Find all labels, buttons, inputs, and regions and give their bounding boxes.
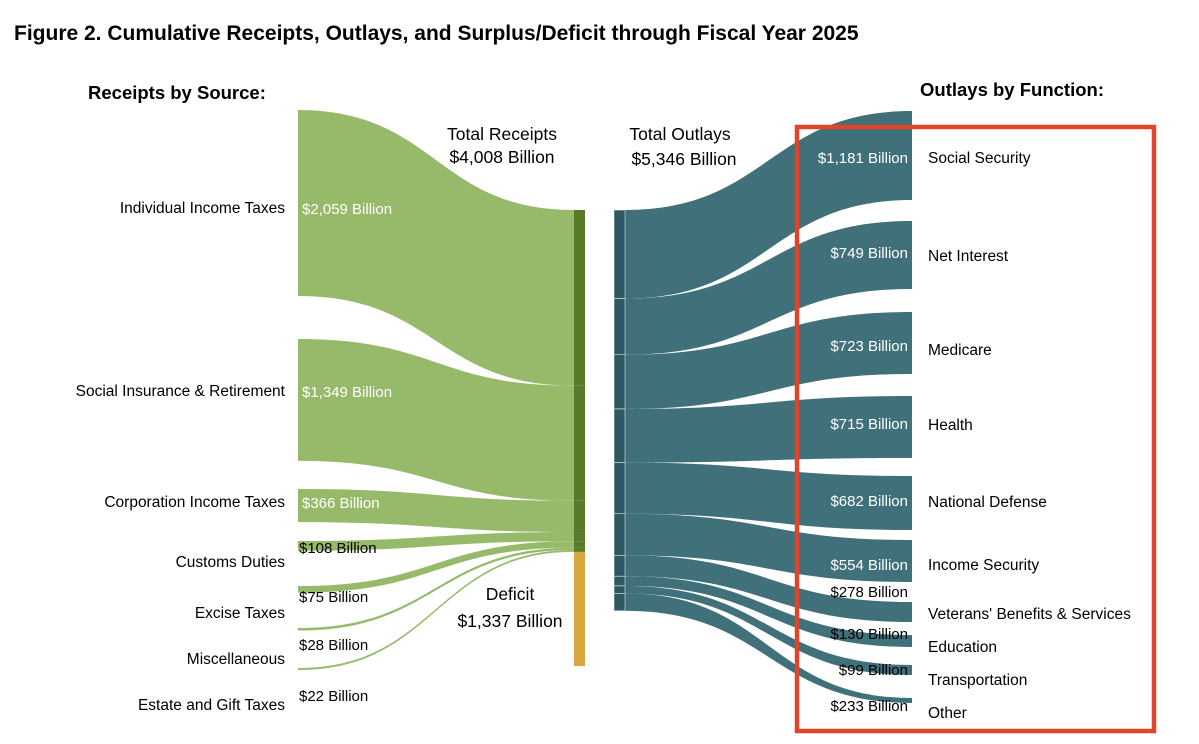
receipt-value-label: $28 Billion	[299, 637, 368, 654]
outlay-category-label: Net Interest	[928, 248, 1009, 265]
outlay-value-label: $130 Billion	[830, 626, 908, 643]
receipt-flow-miscellaneous	[298, 547, 574, 631]
outlay-value-label: $233 Billion	[830, 698, 908, 715]
total-receipts-value: $4,008 Billion	[449, 147, 554, 167]
bars-layer	[574, 209, 626, 667]
receipt-bar-segment-miscellaneous	[574, 547, 585, 551]
receipt-bar-segment-corporation-income-taxes	[574, 500, 585, 533]
outlay-bar-segment-net-interest	[613, 298, 626, 356]
receipt-flow-estate-and-gift-taxes	[298, 550, 574, 670]
outlay-category-label: Health	[928, 417, 973, 434]
receipt-category-label: Miscellaneous	[187, 651, 285, 668]
outlay-flow-other	[625, 593, 912, 703]
outlay-value-label: $1,181 Billion	[818, 150, 908, 167]
outlay-category-label: Education	[928, 639, 997, 656]
outlay-value-label: $723 Billion	[830, 338, 908, 355]
outlays-heading: Outlays by Function:	[920, 79, 1104, 100]
outlay-flow-health	[625, 396, 912, 463]
outlay-bar-segment-national-defense	[613, 462, 626, 515]
outlay-bar-segment-education	[613, 575, 626, 587]
outlay-bar-segment-medicare	[613, 354, 626, 410]
outlay-flow-net-interest	[625, 221, 912, 355]
outlay-bar-segment-veterans-benefits-and-services	[613, 555, 626, 577]
outlay-category-label: Medicare	[928, 342, 992, 359]
outlay-category-label: National Defense	[928, 494, 1047, 511]
receipt-category-label: Corporation Income Taxes	[104, 494, 285, 511]
outlay-bar-segment-other	[613, 593, 626, 612]
total-receipts-label: Total Receipts	[447, 124, 557, 144]
receipt-bar-segment-excise-taxes	[574, 541, 585, 548]
outlay-flow-income-security	[625, 513, 912, 582]
chart-title: Figure 2. Cumulative Receipts, Outlays, …	[14, 22, 859, 45]
receipt-category-label: Social Insurance & Retirement	[76, 383, 286, 400]
outlay-flow-social-security	[625, 111, 912, 299]
outlay-category-label: Transportation	[928, 672, 1027, 689]
receipt-category-label: Estate and Gift Taxes	[138, 697, 285, 714]
receipt-flow-excise-taxes	[298, 541, 574, 593]
outlay-value-label: $278 Billion	[830, 584, 908, 601]
deficit-bar	[574, 552, 585, 667]
receipt-value-label: $108 Billion	[299, 540, 377, 557]
receipt-value-label: $2,059 Billion	[302, 201, 392, 218]
outlay-flow-national-defense	[625, 462, 912, 530]
outlay-flow-medicare	[625, 312, 912, 409]
receipt-value-label: $22 Billion	[299, 688, 368, 705]
receipt-value-label: $1,349 Billion	[302, 384, 392, 401]
deficit-value: $1,337 Billion	[457, 611, 562, 631]
receipt-value-label: $75 Billion	[299, 589, 368, 606]
receipt-flow-individual-income-taxes	[298, 110, 574, 386]
labels-layer: Individual Income Taxes $2,059 Billion Soc…	[76, 150, 1131, 722]
outlay-category-label: Veterans' Benefits & Services	[928, 606, 1131, 623]
outlay-value-label: $749 Billion	[830, 245, 908, 262]
receipt-category-label: Individual Income Taxes	[120, 200, 285, 217]
outlay-bar-segment-health	[613, 408, 626, 463]
outlay-value-label: $554 Billion	[830, 557, 908, 574]
outlay-value-label: $682 Billion	[830, 493, 908, 510]
receipt-flow-corporation-income-taxes	[298, 489, 574, 533]
outlay-flow-education	[625, 576, 912, 647]
outlay-bar-segment-social-security	[613, 209, 626, 299]
receipt-value-label: $366 Billion	[302, 495, 380, 512]
receipt-category-label: Customs Duties	[176, 554, 286, 571]
total-outlays-label: Total Outlays	[629, 124, 730, 144]
outlay-value-label: $99 Billion	[839, 662, 908, 679]
flows-layer	[298, 110, 912, 703]
highlight-box	[794, 124, 1157, 734]
outlay-flow-transportation	[625, 585, 912, 675]
outlay-category-label: Social Security	[928, 150, 1031, 167]
outlay-flow-veterans-benefits-and-services	[625, 555, 912, 622]
outlay-bar-segment-transportation	[613, 585, 626, 594]
receipt-bar-segment-estate-and-gift-taxes	[574, 550, 585, 552]
receipt-flow-social-insurance-and-retirement	[298, 339, 574, 501]
receipts-heading: Receipts by Source:	[88, 82, 266, 103]
receipt-flow-customs-duties	[298, 532, 574, 551]
deficit-label: Deficit	[486, 584, 535, 604]
total-outlays-value: $5,346 Billion	[631, 149, 736, 169]
outlay-bar-segment-income-security	[613, 513, 626, 556]
receipt-bar-segment-social-insurance-and-retirement	[574, 385, 585, 501]
outlay-category-label: Other	[928, 705, 967, 722]
receipt-bar-segment-customs-duties	[574, 532, 585, 542]
outlay-value-label: $715 Billion	[830, 416, 908, 433]
receipt-bar-segment-individual-income-taxes	[574, 210, 585, 386]
receipt-category-label: Excise Taxes	[195, 605, 285, 622]
outlay-category-label: Income Security	[928, 557, 1039, 574]
